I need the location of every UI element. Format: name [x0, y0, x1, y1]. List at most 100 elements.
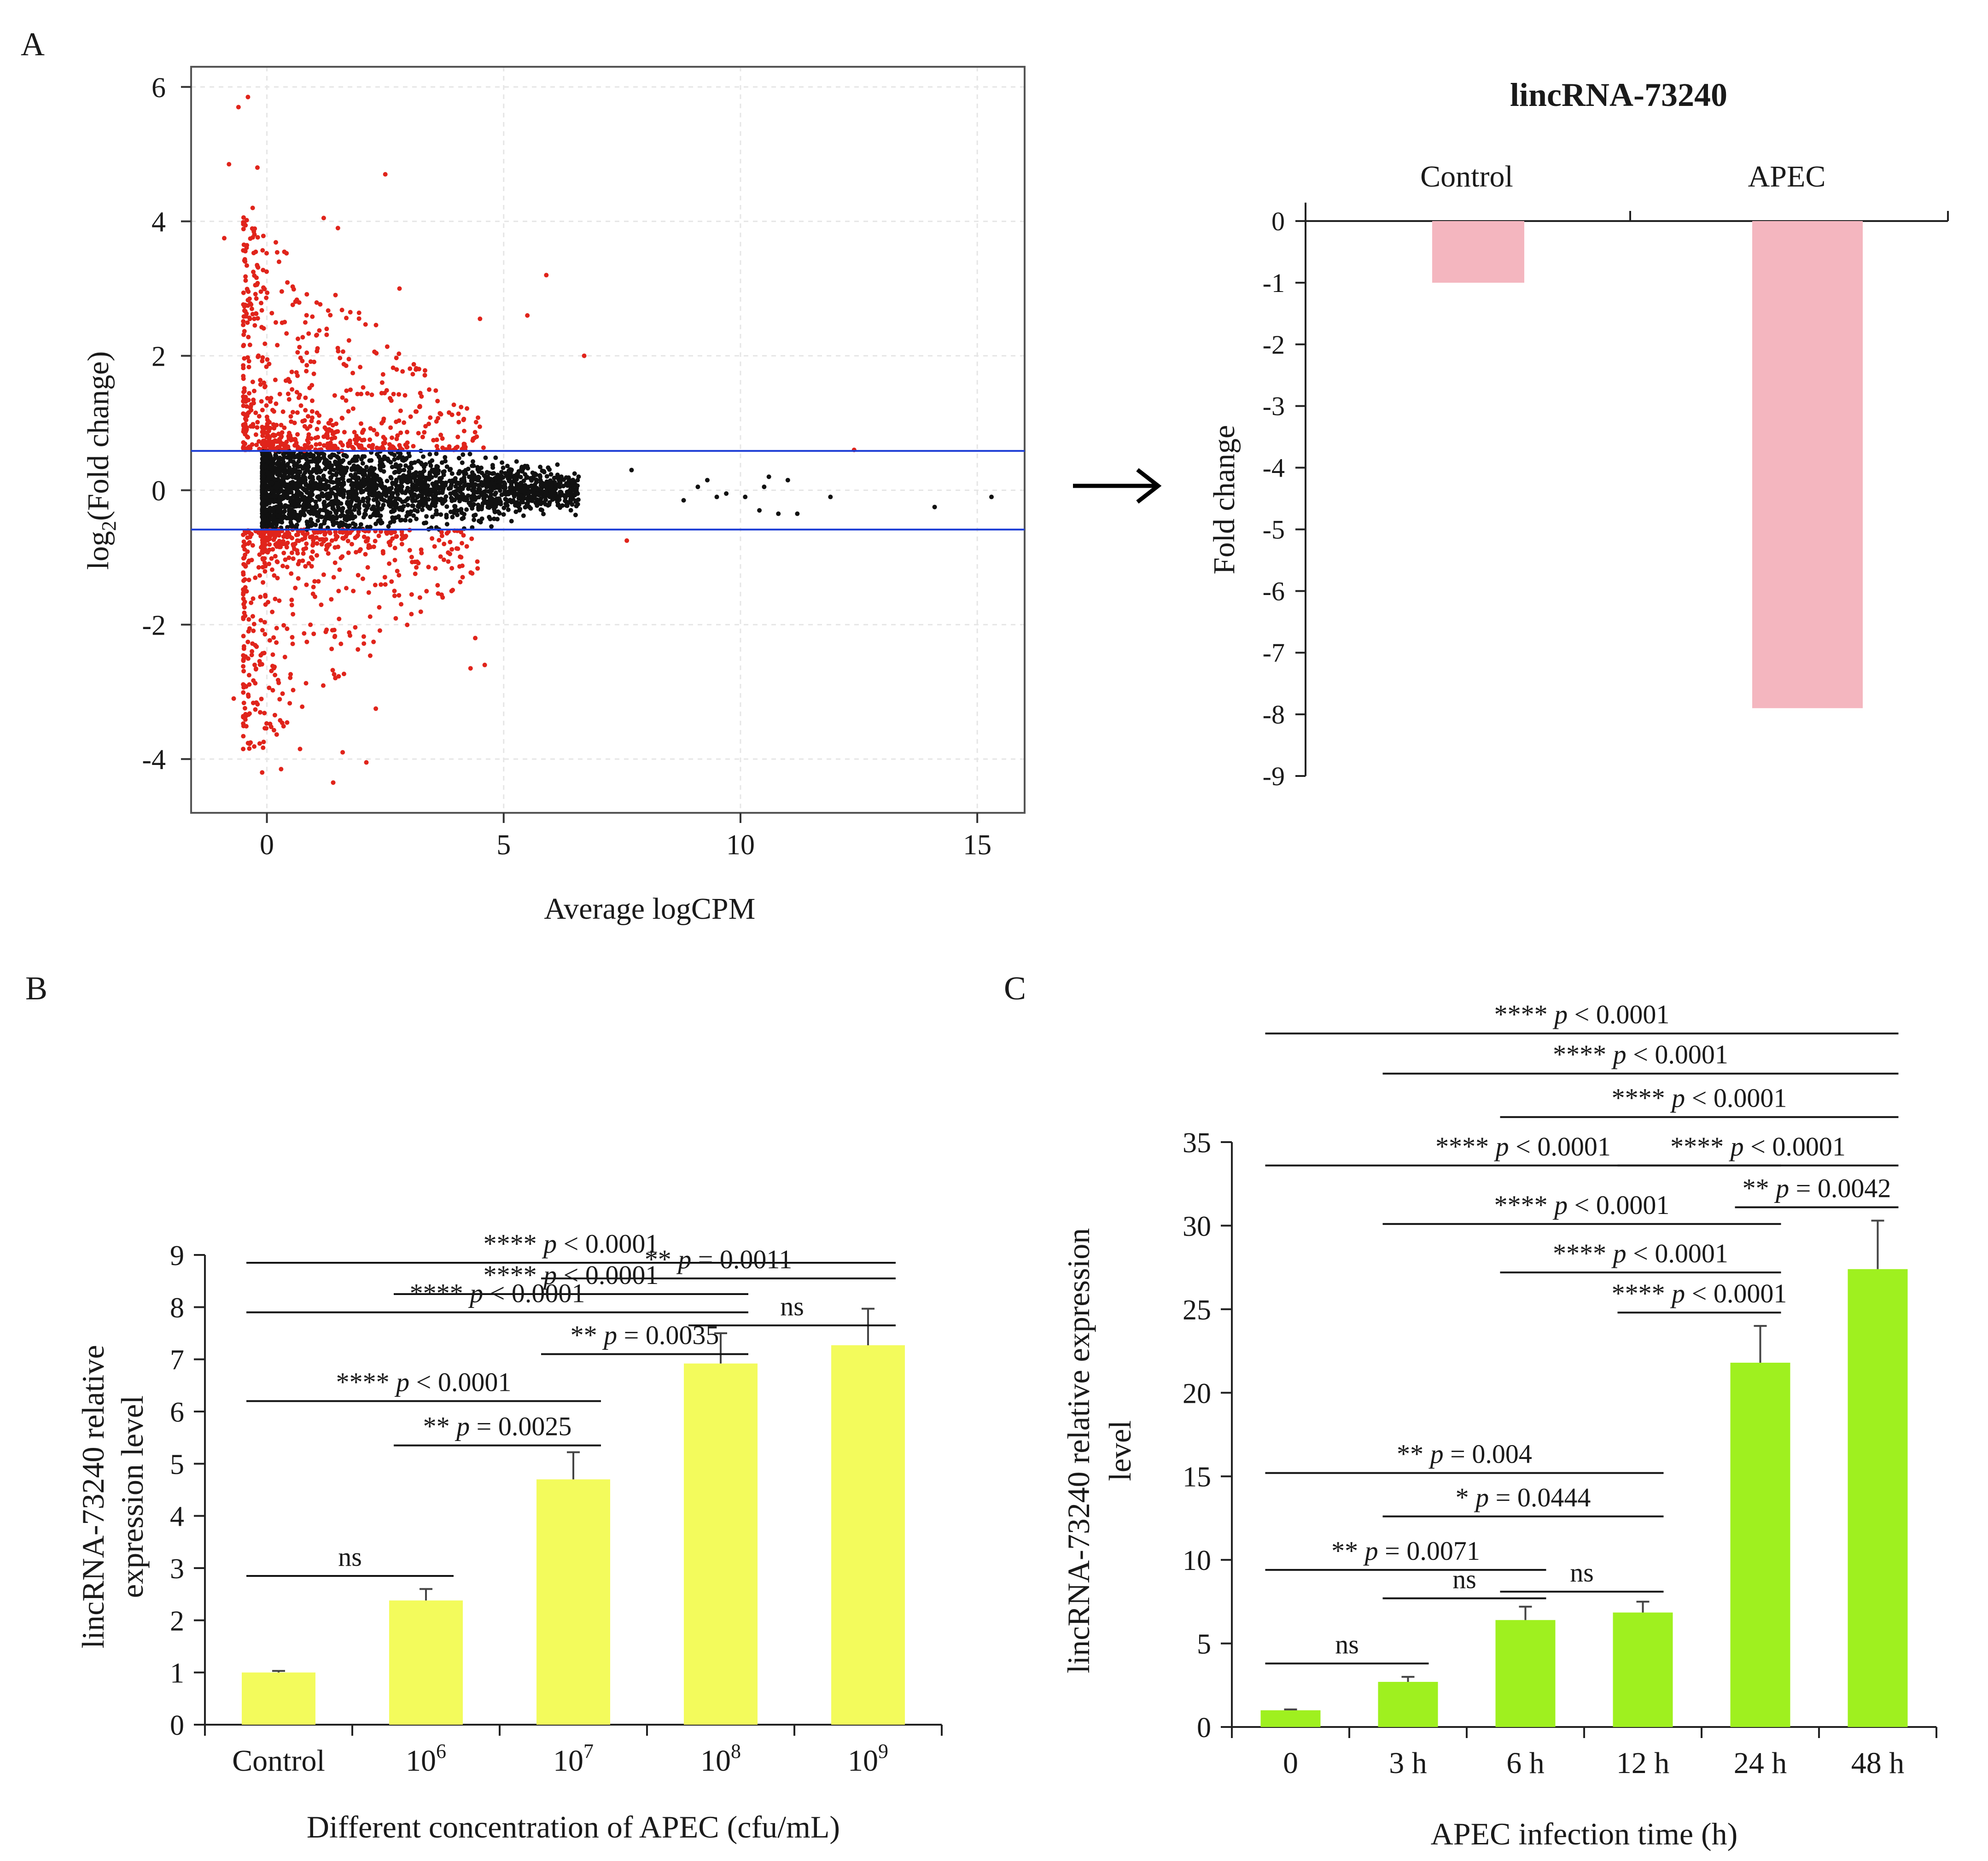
- sig-point: [309, 419, 314, 424]
- sig-point: [455, 434, 461, 439]
- sig-point: [367, 653, 373, 658]
- sig-point: [405, 440, 410, 445]
- nonsig-point: [524, 475, 529, 480]
- y-tick-label: -8: [1263, 700, 1285, 729]
- x-tick-label: 12 h: [1616, 1746, 1670, 1780]
- nonsig-point: [448, 509, 453, 514]
- nonsig-point: [483, 474, 488, 479]
- nonsig-point: [470, 478, 475, 483]
- sig-point: [340, 416, 345, 421]
- nonsig-point: [267, 465, 272, 470]
- y-tick-label: 35: [1183, 1127, 1211, 1159]
- nonsig-point: [421, 454, 426, 459]
- nonsig-point: [523, 464, 528, 469]
- sig-point: [449, 566, 455, 571]
- nonsig-point: [260, 496, 265, 501]
- nonsig-point: [297, 469, 302, 474]
- nonsig-point: [399, 518, 404, 523]
- nonsig-point: [359, 490, 364, 495]
- sig-point: [391, 445, 396, 450]
- sig-point: [324, 332, 329, 337]
- x-tick-label: 3 h: [1389, 1746, 1427, 1780]
- sig-point: [392, 589, 397, 594]
- nonsig-point: [271, 465, 276, 470]
- y-tick-label: 25: [1183, 1295, 1211, 1326]
- nonsig-point: [541, 469, 546, 474]
- sig-point: [336, 544, 341, 549]
- significance-label: ** p = 0.0011: [645, 1244, 793, 1274]
- sig-point: [269, 567, 274, 572]
- sig-point: [396, 392, 402, 397]
- sig-point: [243, 278, 248, 283]
- nonsig-point: [516, 492, 521, 497]
- nonsig-point: [363, 512, 368, 517]
- sig-point: [356, 436, 361, 441]
- sig-point: [290, 642, 295, 647]
- nonsig-point: [506, 507, 511, 512]
- nonsig-point: [423, 477, 428, 482]
- sig-point: [321, 572, 326, 577]
- nonsig-point: [280, 516, 285, 521]
- nonsig-point: [501, 512, 506, 517]
- category-label: Control: [1420, 160, 1513, 193]
- sig-point: [458, 579, 463, 584]
- nonsig-point: [390, 464, 395, 469]
- nonsig-point: [296, 479, 301, 484]
- sig-point: [468, 666, 473, 671]
- sig-point: [242, 562, 247, 567]
- sig-point: [261, 529, 266, 534]
- sig-point: [243, 309, 248, 314]
- nonsig-point: [334, 484, 339, 490]
- sig-point: [262, 542, 268, 547]
- sig-point: [261, 745, 266, 750]
- sig-point: [302, 536, 307, 541]
- nonsig-point: [342, 470, 347, 475]
- nonsig-point: [443, 494, 449, 499]
- sig-point: [295, 350, 300, 355]
- sig-point: [249, 653, 254, 658]
- nonsig-point: [459, 510, 464, 515]
- nonsig-point: [422, 497, 427, 502]
- nonsig-point: [497, 479, 502, 484]
- nonsig-point: [360, 461, 365, 466]
- nonsig-point: [337, 524, 342, 529]
- nonsig-point: [327, 494, 332, 499]
- sig-point: [241, 332, 246, 337]
- sig-point: [304, 582, 309, 587]
- nonsig-point: [291, 513, 296, 518]
- nonsig-point: [415, 504, 420, 509]
- nonsig-point: [390, 480, 395, 485]
- sig-point: [344, 363, 349, 368]
- nonsig-point: [430, 487, 435, 492]
- nonsig-point: [491, 471, 496, 476]
- y-tick-label: 8: [170, 1292, 184, 1324]
- nonsig-point: [459, 507, 464, 512]
- nonsig-point: [476, 476, 481, 481]
- nonsig-point: [546, 493, 551, 498]
- nonsig-point: [336, 508, 341, 513]
- sig-point: [253, 681, 258, 686]
- sig-point: [269, 556, 274, 561]
- sig-point: [280, 720, 285, 725]
- nonsig-point: [323, 504, 328, 509]
- significance-label: ** p = 0.0035: [571, 1320, 719, 1350]
- sig-point: [250, 235, 255, 240]
- sig-point: [303, 443, 308, 448]
- nonsig-point: [566, 478, 571, 484]
- significance-label: **** p < 0.0001: [1435, 1132, 1611, 1161]
- sig-point: [400, 369, 405, 374]
- nonsig-point: [573, 498, 578, 503]
- sig-point: [242, 605, 247, 610]
- sig-point: [396, 593, 402, 598]
- sig-point: [241, 570, 246, 575]
- sig-point: [248, 740, 253, 745]
- sig-point: [253, 575, 258, 580]
- sig-point: [317, 442, 322, 447]
- nonsig-point: [539, 480, 544, 485]
- nonsig-point: [281, 469, 286, 474]
- sig-point: [227, 162, 232, 167]
- y-tick-label: 20: [1183, 1378, 1211, 1409]
- sig-point: [294, 390, 299, 395]
- nonsig-point: [270, 489, 275, 494]
- nonsig-point: [441, 470, 446, 475]
